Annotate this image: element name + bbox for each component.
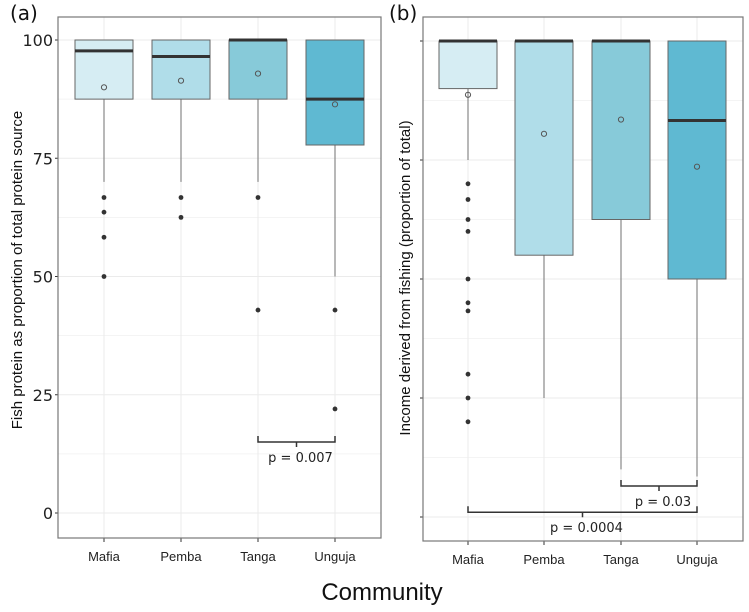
x-tick-label: Mafia — [452, 552, 485, 567]
panel-a: 0 25 50 75 100 Mafia Pemba Tanga Unguja p = 0.007… — [9, 1, 382, 564]
mean-marker-tanga — [617, 116, 625, 123]
significance-bracket — [620, 480, 698, 492]
mean-marker-mafia — [464, 91, 472, 98]
panel-b: Mafia Pemba Tanga Unguja p = 0.03 p = 0.0004 (… — [389, 1, 744, 567]
outlier-point — [465, 217, 471, 222]
y-tick-label: 75 — [33, 149, 53, 168]
x-tick-label: Tanga — [240, 549, 276, 564]
box-pemba — [151, 39, 211, 100]
outlier-point — [465, 229, 471, 234]
p-value-label: p = 0.007 — [268, 451, 333, 466]
box-tanga — [591, 40, 651, 220]
outlier-point — [465, 308, 471, 314]
outlier-point — [465, 419, 471, 425]
y-tick-label: 25 — [33, 386, 53, 405]
mean-marker-unguja — [331, 101, 339, 108]
outlier-point — [465, 197, 471, 202]
outlier-point — [465, 371, 471, 377]
outlier-point — [465, 395, 471, 401]
plot-frame — [57, 16, 382, 539]
mean-marker-pemba — [177, 77, 185, 84]
significance-bracket — [467, 506, 698, 518]
outlier-point — [178, 214, 184, 220]
outlier-point — [465, 276, 471, 282]
x-tick-label: Unguja — [314, 549, 356, 564]
panel-label: (a) — [10, 1, 38, 25]
x-tick-label: Pemba — [160, 549, 202, 564]
p-value-label: p = 0.03 — [635, 495, 691, 510]
outlier-point — [332, 406, 338, 412]
mean-marker-tanga — [254, 70, 262, 77]
plot-frame — [422, 16, 744, 542]
y-axis-title: Income derived from fishing (proportion … — [397, 120, 414, 435]
outlier-point — [255, 307, 261, 313]
x-axis-title: Community — [321, 579, 442, 606]
outlier-point — [101, 234, 107, 240]
outlier-point — [465, 181, 471, 187]
outlier-point — [178, 195, 184, 200]
x-tick-label: Unguja — [676, 552, 718, 567]
mean-marker-mafia — [100, 84, 108, 91]
outlier-point — [255, 195, 261, 200]
box-unguja — [305, 39, 365, 146]
mean-marker-unguja — [693, 163, 701, 170]
y-axis-title: Fish protein as proportion of total prot… — [9, 111, 26, 430]
outlier-point — [101, 209, 107, 215]
outlier-point — [332, 307, 338, 313]
box-unguja — [667, 40, 727, 280]
box-tanga — [228, 39, 288, 100]
outlier-point — [465, 300, 471, 306]
mean-marker-pemba — [540, 130, 548, 137]
y-tick-label: 100 — [22, 31, 53, 50]
x-tick-label: Pemba — [523, 552, 565, 567]
box-pemba — [514, 40, 574, 256]
p-value-label: p = 0.0004 — [550, 521, 623, 536]
significance-bracket — [257, 436, 336, 448]
y-tick-label: 0 — [43, 504, 53, 523]
outlier-point — [101, 195, 107, 200]
box-mafia — [438, 40, 498, 90]
panel-label: (b) — [389, 1, 417, 25]
y-tick-label: 50 — [33, 268, 53, 287]
outlier-point — [101, 274, 107, 279]
x-tick-label: Mafia — [88, 549, 121, 564]
x-tick-label: Tanga — [603, 552, 639, 567]
